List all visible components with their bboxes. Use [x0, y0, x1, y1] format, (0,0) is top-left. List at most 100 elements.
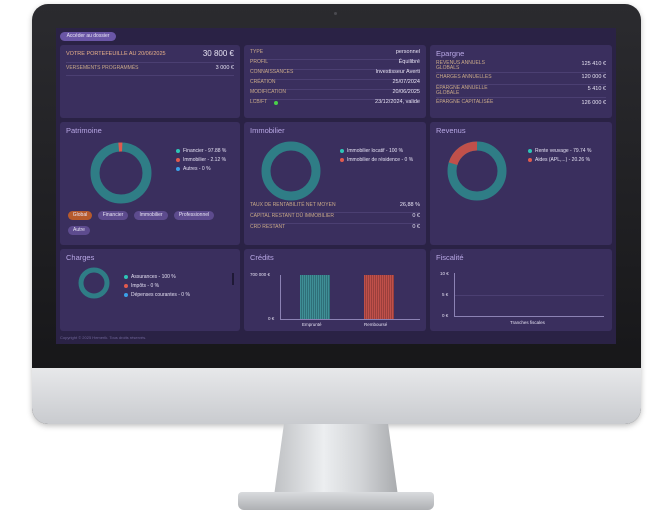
y-tick-label: 10 € [440, 271, 449, 276]
versements-label: VERSEMENTS PROGRAMMÉS [66, 65, 139, 71]
revenus-card: Revenus Rente veuvage - 79.74 % Aides (A… [430, 122, 612, 245]
immobilier-value: 0 € [412, 224, 420, 230]
legend-item: Immobilier de résidence - 0 % [340, 157, 413, 163]
filter-immobilier[interactable]: Immobilier [134, 211, 168, 220]
legend-dot-icon [176, 148, 180, 153]
x-tick-label: Emprunté [302, 322, 322, 327]
profile-value: 20/06/2025 [392, 89, 420, 95]
legend-item: Rente veuvage - 79.74 % [528, 148, 591, 154]
profile-key: CRÉATION [250, 79, 276, 85]
immobilier-key: CAPITAL RESTANT DÛ IMMOBILIER [250, 213, 334, 219]
immobilier-row: TAUX DE RENTABILITÉ NET MOYEN 26,88 % [250, 202, 420, 213]
profile-value: 25/07/2024 [392, 79, 420, 85]
profile-key: TYPE [250, 49, 264, 55]
legend-label: Aides (APL,...) - 20.26 % [535, 157, 591, 163]
donut-segment-assurances [78, 267, 110, 299]
patrimoine-title: Patrimoine [66, 126, 102, 135]
profile-row: LCB/FT 23/12/2024, valide [250, 99, 420, 109]
epargne-key: CHARGES ANNUELLES [436, 74, 492, 80]
monitor-stand [274, 424, 398, 496]
legend-item: Assurances - 100 % [124, 274, 176, 280]
bar-rembourse [364, 275, 394, 319]
donut-segment-aides [447, 141, 507, 201]
revenus-donut [447, 141, 507, 201]
charges-donut [78, 267, 110, 299]
profile-value: Équilibré [398, 59, 420, 65]
grid-line [454, 295, 604, 296]
y-tick-label: 0 € [268, 316, 275, 321]
legend-dot-icon [124, 274, 128, 279]
legend-label: Assurances - 100 % [131, 274, 176, 280]
legend-dot-icon [340, 157, 344, 162]
filter-professionnel[interactable]: Professionnel [174, 211, 214, 220]
y-axis [454, 273, 455, 316]
legend-item: Aides (APL,...) - 20.26 % [528, 157, 590, 163]
profile-row: PROFIL Équilibré [250, 59, 420, 70]
epargne-row: ÉPARGNE ANNUELLE GLOBALE 5 410 € [436, 86, 606, 98]
epargne-value: 125 410 € [581, 61, 606, 67]
y-tick-label: 0 € [442, 313, 449, 318]
legend-dot-icon [124, 283, 128, 288]
immobilier-row: CAPITAL RESTANT DÛ IMMOBILIER 0 € [250, 213, 420, 224]
legend-item: Immobilier locatif - 100 % [340, 148, 403, 154]
dashboard-screen: Accéder au dossier VOTRE PORTEFEUILLE AU… [56, 28, 616, 344]
filter-autre[interactable]: Autre [68, 226, 90, 235]
portfolio-value: 30 800 € [202, 49, 234, 58]
profile-key: PROFIL [250, 59, 269, 65]
immobilier-key: TAUX DE RENTABILITÉ NET MOYEN [250, 202, 336, 208]
credits-card: Crédits 700 000 € 0 € Emprunté Remboursé [244, 249, 426, 331]
profile-row: CONNAISSANCES Investisseur Averti [250, 69, 420, 80]
profile-value: Investisseur Averti [375, 69, 420, 75]
y-tick-label: 700 000 € [250, 272, 271, 277]
patrimoine-donut [90, 142, 152, 204]
legend-dot-icon [176, 157, 180, 162]
epargne-row: CHARGES ANNUELLES 120 000 € [436, 74, 606, 85]
profile-value: personnel [395, 49, 420, 55]
versements-value: 3 000 € [215, 65, 234, 71]
immobilier-title: Immobilier [250, 126, 285, 135]
immobilier-donut [261, 141, 321, 201]
profile-row: TYPE personnel [250, 49, 420, 60]
donut-segment-financier [90, 142, 152, 204]
y-axis [280, 275, 281, 319]
fiscalite-title: Fiscalité [436, 253, 464, 262]
epargne-key: ÉPARGNE ANNUELLE GLOBALE [436, 85, 488, 96]
legend-label: Immobilier locatif - 100 % [347, 148, 404, 154]
revenus-title: Revenus [436, 126, 466, 135]
legend-label: Financier - 97.88 % [183, 148, 227, 154]
legend-dot-icon [528, 157, 532, 162]
donut-segment-locatif [261, 141, 321, 201]
legend-label: Autres - 0 % [183, 166, 211, 172]
x-axis-label: Tranches fiscales [510, 320, 545, 325]
scrollbar[interactable] [232, 273, 234, 285]
fiscalite-card: Fiscalité 10 € 5 € 0 € Tranches fiscales [430, 249, 612, 331]
filter-global[interactable]: Global [68, 211, 92, 220]
legend-label: Dépenses courantes - 0 % [131, 292, 190, 298]
legend-item: Financier - 97.88 % [176, 148, 226, 154]
epargne-value: 120 000 € [581, 74, 606, 80]
legend-dot-icon [176, 166, 180, 171]
filter-financier[interactable]: Financier [98, 211, 128, 220]
portfolio-row: VOTRE PORTEFEUILLE AU 20/06/2025 30 800 … [66, 49, 234, 63]
epargne-title: Epargne [436, 49, 465, 58]
access-dossier-button[interactable]: Accéder au dossier [60, 32, 116, 41]
bar-emprunte [300, 275, 330, 319]
credits-title: Crédits [250, 253, 274, 262]
monitor-chin [32, 368, 641, 424]
legend-label: Immobilier de résidence - 0 % [347, 157, 414, 163]
legend-item: Autres - 0 % [176, 166, 211, 172]
legend-dot-icon [124, 292, 128, 297]
immobilier-card: Immobilier Immobilier locatif - 100 % Im… [244, 122, 426, 245]
x-axis [454, 316, 604, 317]
legend-label: Immobilier - 2.12 % [183, 157, 227, 163]
profile-key: LCB/FT [250, 99, 268, 105]
immobilier-row: CRD RESTANT 0 € [250, 224, 420, 234]
versements-row: VERSEMENTS PROGRAMMÉS 3 000 € [66, 65, 234, 76]
legend-label: Impôts - 0 % [131, 283, 160, 289]
profile-row: MODIFICATION 20/06/2025 [250, 89, 420, 100]
portfolio-card: VOTRE PORTEFEUILLE AU 20/06/2025 30 800 … [60, 45, 240, 118]
x-tick-label: Remboursé [364, 322, 388, 327]
legend-label: Rente veuvage - 79.74 % [535, 148, 592, 154]
profile-row: CRÉATION 25/07/2024 [250, 79, 420, 90]
x-axis [280, 319, 420, 320]
